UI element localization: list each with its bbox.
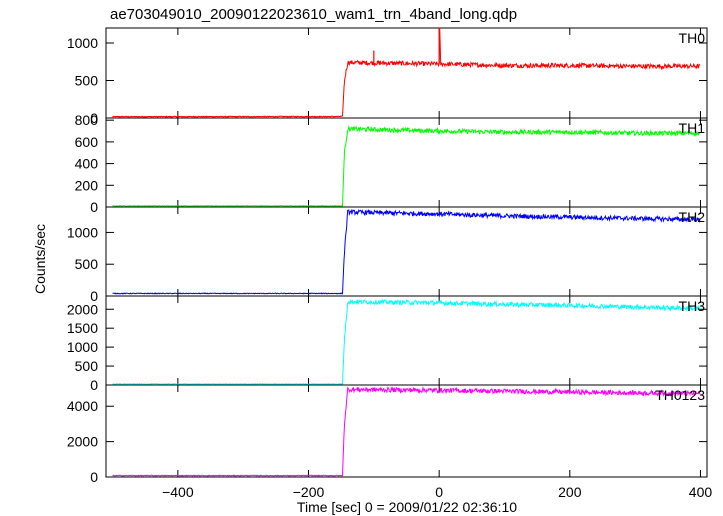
panels-group: 0 500 1000 TH0 0 200 400 600 800 TH1 0 500 1000 TH2 0 5…: [67, 27, 713, 500]
y-tick-label: 1500: [67, 320, 98, 336]
panel-label-th3: TH3: [679, 298, 706, 314]
panel-th1: 0 200 400 600 800 TH1: [75, 112, 708, 215]
y-tick-label: 500: [75, 256, 99, 272]
series-line-th0: [112, 27, 700, 118]
y-tick-label: 1000: [67, 224, 98, 240]
panel-frame: [105, 384, 708, 478]
panel-th0: 0 500 1000 TH0: [67, 27, 708, 126]
panel-label-th0123: TH0123: [655, 387, 705, 403]
x-tick-label: −400: [162, 484, 194, 500]
y-tick-label: 800: [75, 112, 99, 128]
y-tick-label: 500: [75, 358, 99, 374]
series-line-th3: [112, 298, 701, 386]
y-tick-label: 0: [90, 288, 98, 304]
series-line-th2: [112, 208, 701, 295]
y-tick-label: 2000: [67, 301, 98, 317]
y-tick-label: 1000: [67, 35, 98, 51]
y-tick-label: 0: [90, 110, 98, 126]
x-tick-label: 0: [435, 484, 443, 500]
panel-th2: 0 500 1000 TH2: [67, 206, 708, 304]
panel-th0123: 0 2000 4000 TH0123: [67, 384, 708, 485]
y-tick-label: 0: [90, 377, 98, 393]
y-axis-title: Counts/sec: [32, 224, 48, 294]
chart-title: ae703049010_20090122023610_wam1_trn_4ban…: [110, 6, 517, 23]
panel-label-th2: TH2: [679, 209, 706, 225]
panel-frame: [105, 206, 708, 297]
y-tick-label: 400: [75, 156, 99, 172]
x-tick-label: −200: [293, 484, 325, 500]
y-tick-label: 1000: [67, 339, 98, 355]
series-line-th0123: [112, 386, 701, 477]
y-tick-label: 4000: [67, 398, 98, 414]
x-tick-label: 200: [558, 484, 582, 500]
panel-frame: [105, 117, 708, 208]
y-tick-label: 600: [75, 134, 99, 150]
panel-frame: [105, 27, 708, 119]
y-tick-label: 200: [75, 177, 99, 193]
panel-label-th0: TH0: [679, 30, 706, 46]
y-tick-label: 500: [75, 73, 99, 89]
panel-th3: 0 500 1000 1500 2000 TH3: [67, 295, 708, 393]
x-axis-title: Time [sec] 0 = 2009/01/22 02:36:10: [297, 499, 517, 515]
x-tick-label: 400: [689, 484, 713, 500]
y-tick-label: 2000: [67, 434, 98, 450]
y-tick-label: 0: [90, 469, 98, 485]
y-tick-label: 0: [90, 199, 98, 215]
panel-label-th1: TH1: [679, 120, 706, 136]
series-line-th1: [112, 125, 701, 208]
panel-frame: [105, 295, 708, 386]
